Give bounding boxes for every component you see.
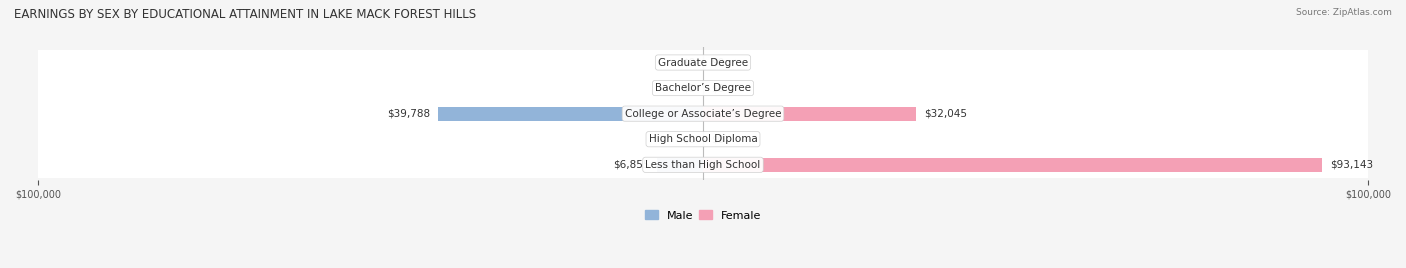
Text: Bachelor’s Degree: Bachelor’s Degree	[655, 83, 751, 93]
Bar	[38, 101, 1368, 126]
Text: $32,045: $32,045	[924, 109, 967, 119]
Bar	[658, 158, 703, 172]
Text: $0: $0	[711, 83, 724, 93]
Text: $0: $0	[682, 83, 695, 93]
Text: $39,788: $39,788	[387, 109, 430, 119]
Text: $0: $0	[682, 134, 695, 144]
Bar	[38, 50, 1368, 75]
Text: $6,855: $6,855	[613, 160, 650, 170]
Text: $0: $0	[711, 134, 724, 144]
Bar	[38, 75, 1368, 101]
Text: $93,143: $93,143	[1330, 160, 1374, 170]
Text: High School Diploma: High School Diploma	[648, 134, 758, 144]
Text: Less than High School: Less than High School	[645, 160, 761, 170]
Text: Graduate Degree: Graduate Degree	[658, 58, 748, 68]
Text: $0: $0	[682, 58, 695, 68]
Bar	[38, 126, 1368, 152]
Bar	[38, 152, 1368, 178]
Bar	[703, 158, 1323, 172]
Bar	[439, 107, 703, 121]
Bar	[703, 107, 917, 121]
Text: Source: ZipAtlas.com: Source: ZipAtlas.com	[1296, 8, 1392, 17]
Legend: Male, Female: Male, Female	[640, 206, 766, 225]
Text: College or Associate’s Degree: College or Associate’s Degree	[624, 109, 782, 119]
Text: EARNINGS BY SEX BY EDUCATIONAL ATTAINMENT IN LAKE MACK FOREST HILLS: EARNINGS BY SEX BY EDUCATIONAL ATTAINMEN…	[14, 8, 477, 21]
Text: $0: $0	[711, 58, 724, 68]
